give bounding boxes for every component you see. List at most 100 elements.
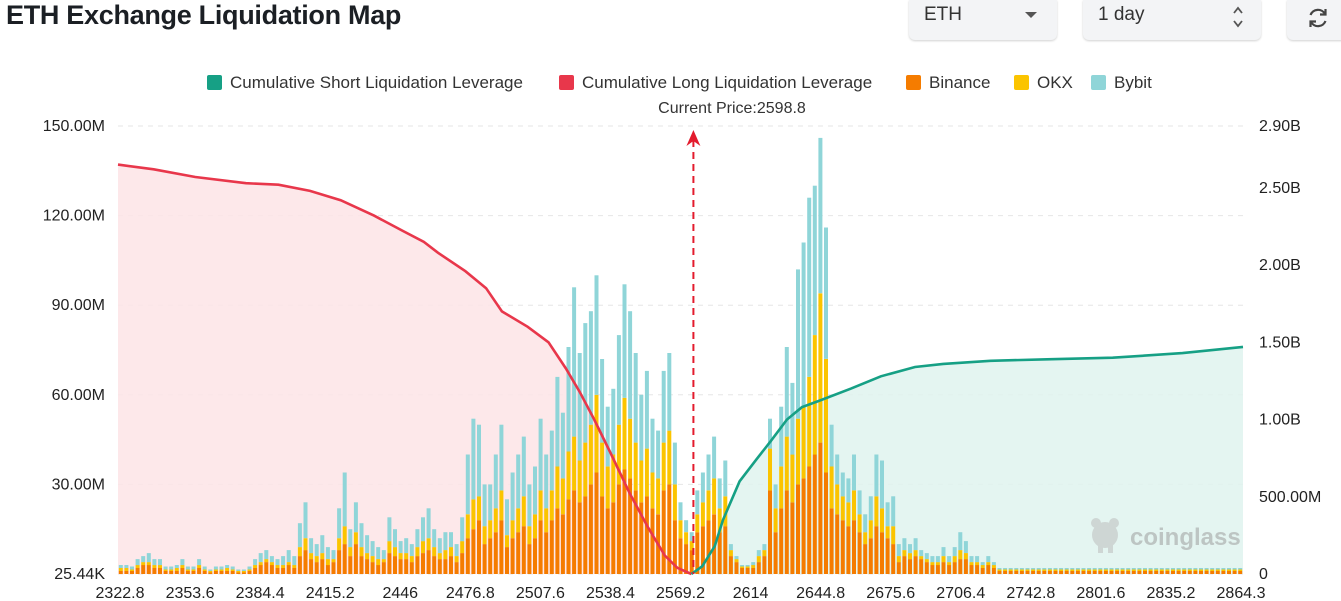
- bar-okx: [533, 514, 537, 539]
- bar-binance: [1126, 571, 1131, 574]
- bar-okx: [762, 550, 767, 557]
- bar-okx: [594, 394, 599, 473]
- bar-okx: [857, 514, 862, 533]
- bar-okx: [527, 526, 532, 545]
- bar-binance: [325, 565, 330, 574]
- bar-binance: [1047, 571, 1052, 574]
- bar-bybit: [381, 550, 386, 560]
- bar-bybit: [1053, 568, 1058, 570]
- bar-bybit: [852, 454, 856, 491]
- bar-bybit: [1042, 568, 1047, 570]
- bar-okx: [460, 541, 465, 553]
- y-left-tick: 90.00M: [52, 297, 105, 314]
- bar-okx: [868, 520, 873, 539]
- bar-okx: [689, 541, 694, 551]
- bar-bybit: [790, 382, 795, 455]
- bar-binance: [885, 538, 890, 574]
- bar-binance: [331, 562, 336, 574]
- bar-bybit: [1187, 568, 1192, 570]
- bar-binance: [812, 454, 817, 574]
- bar-okx: [409, 556, 414, 563]
- bar-bybit: [846, 478, 851, 503]
- long-liquidation-line: [117, 163, 692, 576]
- bar-binance: [505, 547, 509, 574]
- x-tick-label: 2864.3: [1217, 585, 1266, 601]
- coinglass-logo-icon: [1091, 518, 1119, 553]
- bar-bybit: [779, 406, 784, 467]
- bar-bybit: [1154, 568, 1159, 570]
- bar-bybit: [208, 569, 213, 571]
- bar-okx: [141, 562, 146, 566]
- bar-binance: [342, 544, 347, 574]
- bar-bybit: [1193, 568, 1198, 570]
- bar-okx: [482, 526, 487, 545]
- bar-okx: [538, 490, 543, 521]
- bar-bybit: [376, 547, 381, 559]
- bar-binance: [740, 568, 745, 574]
- bar-bybit: [1126, 568, 1131, 570]
- bar-okx: [320, 553, 325, 560]
- bar-bybit: [163, 566, 168, 570]
- bar-okx: [566, 451, 571, 500]
- bar-bybit: [958, 532, 963, 551]
- bar-bybit: [941, 547, 946, 557]
- long-area: [118, 164, 692, 574]
- bar-okx: [1221, 569, 1226, 571]
- bar-binance: [130, 571, 134, 574]
- bar-okx: [1115, 569, 1120, 571]
- bar-binance: [829, 508, 834, 574]
- bar-binance: [980, 568, 985, 574]
- bar-binance: [935, 565, 940, 574]
- bar-okx: [1075, 569, 1080, 571]
- bar-bybit: [1238, 568, 1243, 570]
- bar-bybit: [454, 544, 459, 556]
- y-left-tick: 60.00M: [52, 387, 105, 404]
- bar-okx: [381, 559, 386, 563]
- bar-okx: [275, 565, 280, 568]
- y-left-tick: 120.00M: [43, 208, 105, 225]
- bar-okx: [432, 547, 437, 557]
- page-title: ETH Exchange Liquidation Map: [6, 0, 402, 30]
- bar-bybit: [902, 538, 907, 551]
- bar-okx: [202, 569, 207, 571]
- bar-okx: [880, 508, 884, 533]
- y-left-tick: 150.00M: [43, 118, 105, 135]
- x-tick-label: 2446: [382, 585, 418, 601]
- bar-bybit: [672, 442, 677, 485]
- cumulative-lines: [117, 163, 1244, 576]
- coin-select[interactable]: ETH: [909, 0, 1057, 40]
- bar-bybit: [807, 197, 812, 377]
- bar-bybit: [1143, 568, 1147, 570]
- bar-bybit: [505, 499, 509, 536]
- bar-bybit: [437, 538, 442, 554]
- legend-swatch-long: [559, 75, 574, 90]
- bar-okx: [684, 532, 689, 545]
- interval-select[interactable]: 1 day: [1083, 0, 1261, 40]
- updown-chevron-icon: [1233, 6, 1243, 28]
- bar-bybit: [174, 565, 179, 568]
- bar-binance: [1070, 571, 1075, 574]
- bar-okx: [197, 565, 202, 568]
- bar-bybit: [896, 544, 901, 556]
- bar-binance: [941, 562, 946, 574]
- bar-okx: [297, 547, 302, 557]
- bar-bybit: [986, 556, 991, 563]
- bar-bybit: [863, 514, 868, 533]
- bar-binance: [359, 556, 364, 574]
- refresh-button[interactable]: [1287, 0, 1341, 40]
- bar-binance: [1210, 571, 1215, 574]
- bar-bybit: [549, 430, 554, 491]
- bar-binance: [460, 553, 465, 574]
- bar-binance: [600, 496, 605, 574]
- bar-binance: [253, 568, 258, 574]
- bar-binance: [908, 559, 912, 574]
- bar-okx: [672, 484, 677, 521]
- bar-bybit: [197, 559, 202, 566]
- bar-okx: [852, 490, 856, 521]
- bar-binance: [566, 499, 571, 574]
- bar-bybit: [952, 547, 957, 557]
- bar-okx: [393, 547, 397, 557]
- bar-okx: [376, 559, 381, 566]
- bar-bybit: [930, 556, 935, 563]
- bar-bybit: [594, 275, 599, 395]
